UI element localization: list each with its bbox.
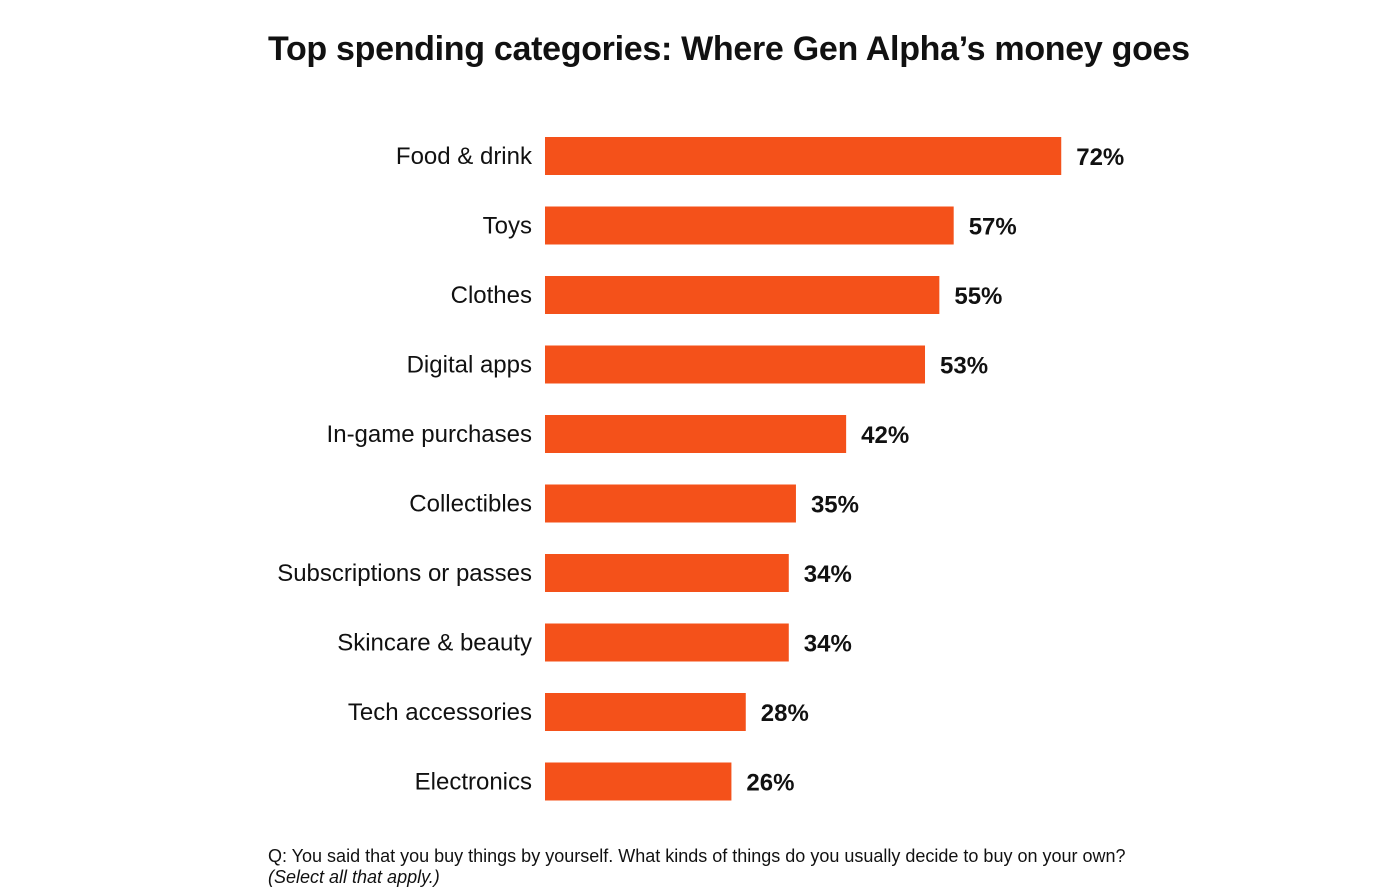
bar-chart: Food & drink 72% Toys 57% Clothes 55% Digital … [277, 137, 1124, 801]
value-label: 42% [861, 422, 909, 449]
value-label: 34% [804, 631, 852, 658]
bar [545, 554, 789, 592]
bar [545, 206, 954, 245]
bar [545, 415, 847, 453]
category-label: Digital apps [407, 352, 532, 379]
footnote-question: Q: You said that you buy things by yours… [268, 846, 1126, 866]
category-label: Clothes [451, 282, 532, 309]
bar [545, 137, 1062, 175]
bar [545, 276, 940, 314]
category-label: Food & drink [396, 143, 533, 170]
category-label: Subscriptions or passes [277, 560, 532, 587]
value-label: 28% [761, 700, 809, 727]
value-label: 53% [940, 353, 988, 380]
category-label: In-game purchases [327, 421, 532, 448]
category-label: Tech accessories [348, 699, 532, 726]
value-label: 35% [811, 492, 859, 519]
category-label: Skincare & beauty [337, 630, 532, 657]
value-label: 55% [954, 283, 1002, 310]
value-label: 34% [804, 561, 852, 588]
category-label: Electronics [415, 769, 532, 796]
value-label: 26% [746, 770, 794, 797]
value-label: 57% [969, 214, 1017, 241]
bar [545, 484, 796, 523]
bars-layer: Food & drink 72% Toys 57% Clothes 55% Digital … [277, 137, 1124, 801]
bar [545, 623, 789, 662]
value-label: 72% [1076, 144, 1124, 171]
bar [545, 345, 926, 384]
chart-title: Top spending categories: Where Gen Alpha… [268, 30, 1190, 68]
bar [545, 693, 746, 731]
footnote-note: (Select all that apply.) [268, 867, 440, 887]
footnote: Q: You said that you buy things by yours… [268, 846, 1126, 888]
category-label: Collectibles [409, 491, 532, 518]
bar [545, 762, 732, 801]
category-label: Toys [483, 213, 532, 240]
